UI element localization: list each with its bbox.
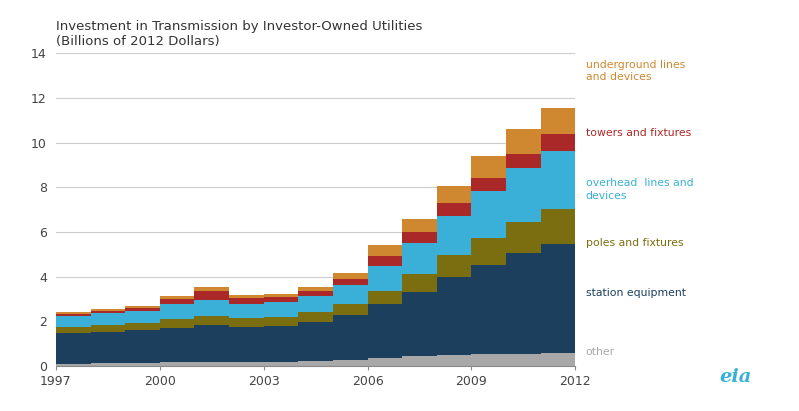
Text: towers and fixtures: towers and fixtures	[586, 128, 691, 139]
Text: other: other	[586, 347, 614, 357]
Text: eia: eia	[719, 368, 751, 386]
Text: overhead  lines and
devices: overhead lines and devices	[586, 178, 694, 201]
Text: underground lines
and devices: underground lines and devices	[586, 60, 685, 82]
Text: station equipment: station equipment	[586, 288, 686, 298]
Text: Investment in Transmission by Investor-Owned Utilities
(Billions of 2012 Dollars: Investment in Transmission by Investor-O…	[56, 20, 423, 48]
Text: poles and fixtures: poles and fixtures	[586, 238, 683, 248]
